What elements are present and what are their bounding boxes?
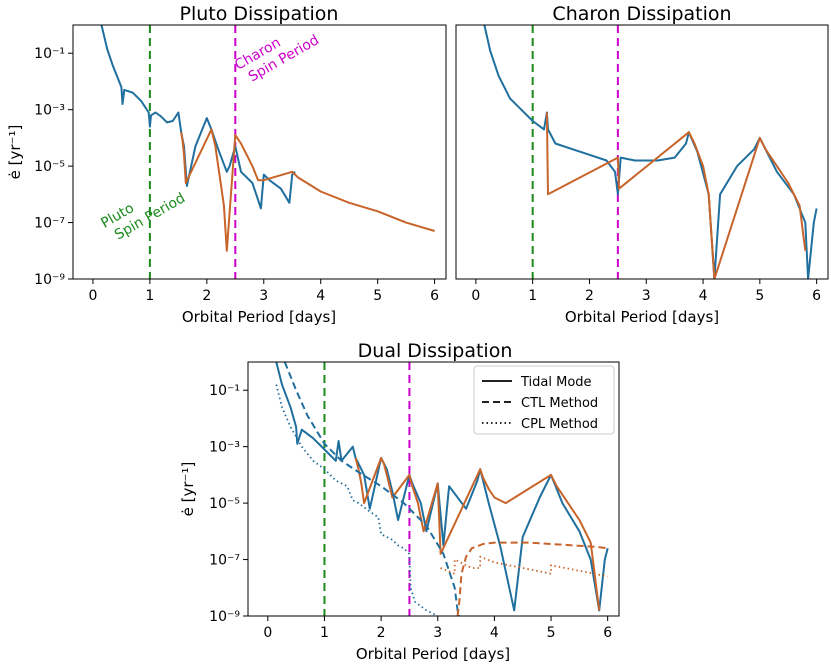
y-tick-label: 10⁻⁵ xyxy=(34,159,65,175)
y-axis-label: ė [yr⁻¹] xyxy=(179,462,197,517)
x-tick-label: 3 xyxy=(433,625,442,641)
ctl-method-negative-line xyxy=(456,541,608,616)
ctl-method-positive-line xyxy=(283,362,461,616)
legend-box xyxy=(473,365,615,435)
pluto-spin-annotation: PlutoSpin Period xyxy=(98,175,188,246)
pluto-panel: Pluto Dissipation Orbital Period [days] … xyxy=(6,3,447,326)
x-tick-label: 1 xyxy=(320,625,329,641)
x-axis-label: Orbital Period [days] xyxy=(356,645,510,663)
charon-spin-annotation: CharonSpin Period xyxy=(232,17,322,88)
legend-label-cpl: CPL Method xyxy=(521,417,598,432)
y-tick-label: 10⁻⁷ xyxy=(209,553,240,569)
x-tick-label: 4 xyxy=(490,625,499,641)
axes-frame xyxy=(455,24,829,280)
x-tick-label: 6 xyxy=(812,288,821,304)
y-tick-label: 10⁻¹ xyxy=(34,46,65,62)
legend-label-ctl: CTL Method xyxy=(521,396,598,411)
legend-label-tidal: Tidal Mode xyxy=(520,375,592,390)
x-tick-label: 1 xyxy=(145,288,154,304)
tidal-mode-negative-line xyxy=(354,457,601,611)
charon-panel: Charon Dissipation Orbital Period [days]… xyxy=(455,3,829,326)
x-tick-label: 3 xyxy=(642,288,651,304)
dual-panel: Dual Dissipation Orbital Period [days] ė… xyxy=(179,340,620,663)
cpl-method-positive-line xyxy=(275,384,439,616)
x-tick-label: 2 xyxy=(202,288,211,304)
cpl-method-negative-line xyxy=(440,555,608,578)
x-axis-label: Orbital Period [days] xyxy=(182,308,336,326)
y-tick-label: 10⁻⁹ xyxy=(209,609,240,625)
legend: Tidal Mode CTL Method CPL Method xyxy=(473,365,615,435)
x-tick-label: 4 xyxy=(316,288,325,304)
y-tick-label: 10⁻⁵ xyxy=(209,496,240,512)
x-axis-label: Orbital Period [days] xyxy=(565,308,719,326)
y-axis-label: ė [yr⁻¹] xyxy=(6,125,24,180)
x-tick-label: 4 xyxy=(699,288,708,304)
chart-title: Pluto Dissipation xyxy=(180,3,339,25)
axes-frame xyxy=(72,24,447,280)
y-tick-label: 10⁻³ xyxy=(34,103,65,119)
x-tick-label: 0 xyxy=(263,625,272,641)
x-tick-label: 5 xyxy=(755,288,764,304)
x-tick-label: 2 xyxy=(377,625,386,641)
x-tick-label: 0 xyxy=(88,288,97,304)
y-tick-label: 10⁻³ xyxy=(209,440,240,456)
tidal-mode-negative-line xyxy=(545,112,807,279)
x-tick-label: 5 xyxy=(373,288,382,304)
tidal-mode-negative-line xyxy=(180,128,435,252)
y-tick-label: 10⁻⁹ xyxy=(34,272,65,288)
x-tick-label: 2 xyxy=(585,288,594,304)
chart-title: Charon Dissipation xyxy=(552,3,731,25)
x-tick-label: 0 xyxy=(471,288,480,304)
x-tick-label: 3 xyxy=(259,288,268,304)
x-tick-label: 6 xyxy=(430,288,439,304)
chart-title: Dual Dissipation xyxy=(358,340,513,362)
x-tick-label: 1 xyxy=(528,288,537,304)
axes-frame xyxy=(247,361,620,617)
x-tick-label: 5 xyxy=(547,625,556,641)
y-tick-label: 10⁻¹ xyxy=(209,383,240,399)
y-tick-label: 10⁻⁷ xyxy=(34,216,65,232)
x-tick-label: 6 xyxy=(603,625,612,641)
